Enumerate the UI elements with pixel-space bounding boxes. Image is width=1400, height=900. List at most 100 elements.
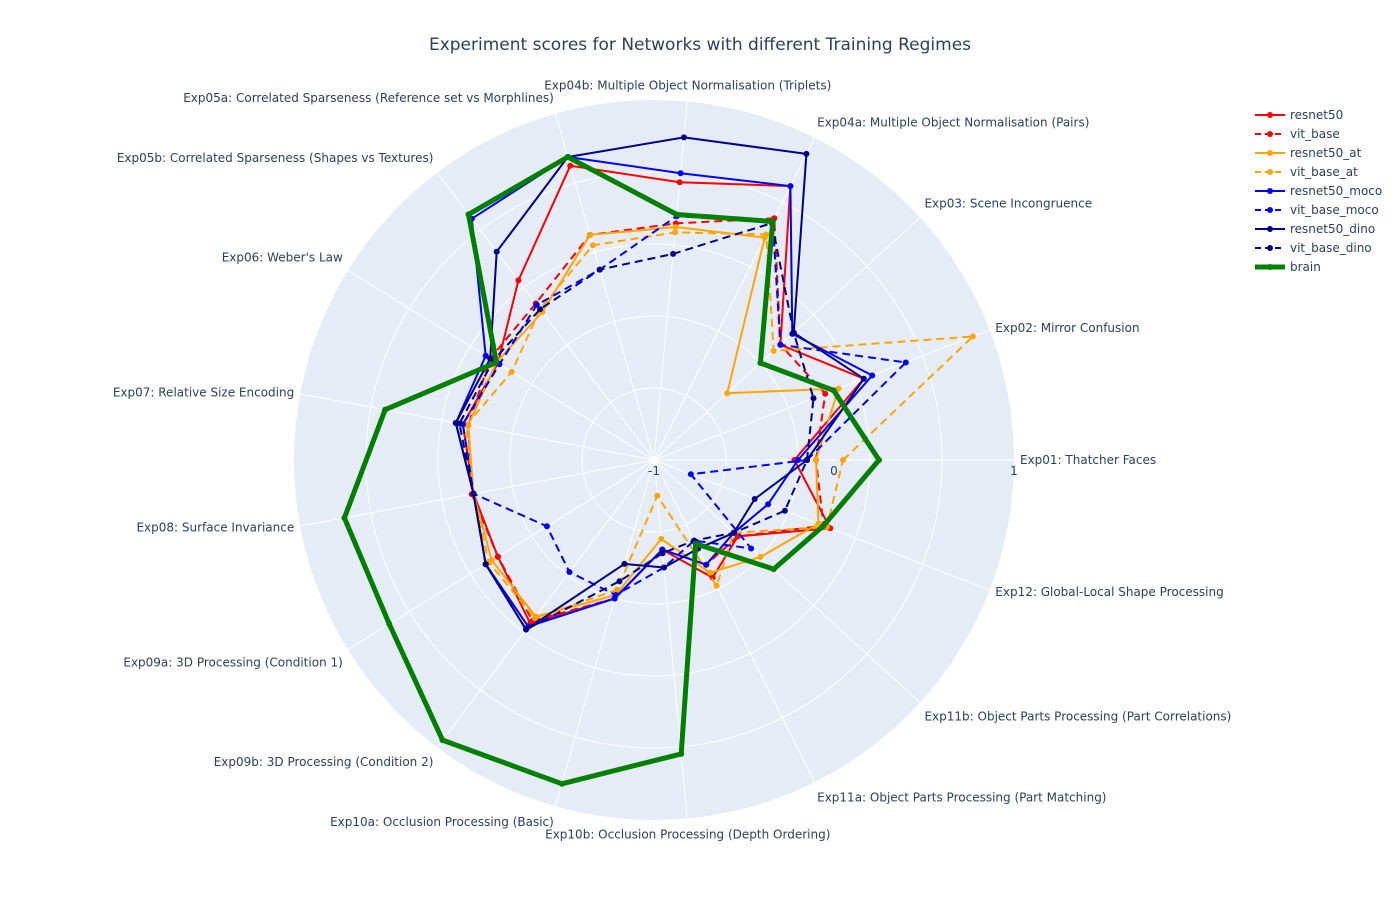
data-point[interactable] [677, 170, 684, 177]
data-point[interactable] [382, 406, 389, 413]
data-point[interactable] [969, 333, 976, 340]
data-point[interactable] [713, 582, 720, 589]
data-point[interactable] [456, 420, 463, 427]
legend-item-resnet50[interactable]: resnet50 [1255, 108, 1343, 122]
data-point[interactable] [803, 150, 810, 157]
data-point[interactable] [676, 179, 683, 186]
legend-item-vit_base_dino[interactable]: vit_base_dino [1255, 241, 1372, 255]
data-point[interactable] [820, 522, 827, 529]
data-point[interactable] [672, 229, 679, 236]
category-label: Exp12: Global-Local Shape Processing [995, 585, 1223, 599]
data-point[interactable] [777, 341, 784, 348]
data-point[interactable] [470, 490, 477, 497]
data-point[interactable] [822, 390, 829, 397]
data-point[interactable] [523, 626, 529, 633]
data-point[interactable] [673, 211, 680, 218]
legend-item-resnet50_dino[interactable]: resnet50_dino [1255, 222, 1375, 236]
data-point[interactable] [757, 554, 764, 560]
legend-item-vit_base[interactable]: vit_base [1255, 127, 1340, 141]
legend-item-vit_base_at[interactable]: vit_base_at [1255, 165, 1358, 179]
data-point[interactable] [770, 347, 777, 354]
category-label: Exp01: Thatcher Faces [1020, 453, 1156, 467]
data-point[interactable] [596, 266, 603, 273]
data-point[interactable] [508, 368, 515, 375]
radial-tick-label: 0 [830, 464, 838, 478]
data-point[interactable] [465, 211, 472, 218]
legend-marker [1267, 131, 1273, 137]
data-point[interactable] [341, 514, 348, 521]
data-point[interactable] [654, 492, 661, 499]
data-point[interactable] [493, 359, 500, 366]
data-point[interactable] [658, 535, 665, 542]
data-point[interactable] [835, 385, 842, 392]
grid-spoke-9 [300, 393, 655, 461]
data-point[interactable] [707, 569, 714, 576]
data-point[interactable] [769, 218, 776, 225]
data-point[interactable] [810, 395, 817, 402]
data-point[interactable] [614, 586, 621, 593]
data-point[interactable] [815, 520, 822, 527]
data-point[interactable] [730, 529, 737, 536]
data-point[interactable] [482, 352, 489, 359]
data-point[interactable] [860, 375, 867, 382]
data-point[interactable] [612, 592, 619, 598]
grid-spoke-4 [653, 137, 815, 461]
data-point[interactable] [781, 507, 788, 514]
data-point[interactable] [566, 569, 573, 575]
data-point[interactable] [703, 561, 710, 568]
data-point[interactable] [869, 372, 876, 379]
data-point[interactable] [790, 329, 797, 336]
series-vit_base_dino [456, 220, 817, 633]
data-point[interactable] [770, 566, 777, 573]
data-point[interactable] [493, 248, 500, 255]
data-point[interactable] [621, 560, 628, 567]
data-point[interactable] [724, 390, 731, 397]
data-point[interactable] [687, 471, 694, 478]
data-point[interactable] [876, 457, 882, 463]
data-point[interactable] [589, 242, 596, 249]
data-point[interactable] [804, 457, 810, 463]
legend[interactable]: resnet50 vit_base resnet50_at vit_base_atre… [1255, 108, 1382, 274]
series-layer [341, 134, 976, 787]
data-point[interactable] [787, 183, 794, 190]
data-point[interactable] [515, 277, 522, 284]
data-point[interactable] [439, 737, 446, 744]
data-point[interactable] [763, 231, 770, 238]
legend-marker [1267, 264, 1273, 270]
data-point[interactable] [386, 620, 393, 627]
series-line-vit_base_moco [461, 215, 907, 596]
data-point[interactable] [564, 154, 571, 160]
data-point[interactable] [751, 496, 758, 502]
data-point[interactable] [567, 162, 574, 169]
data-point[interactable] [482, 561, 489, 568]
data-point[interactable] [558, 780, 565, 787]
data-point[interactable] [537, 306, 544, 313]
data-point[interactable] [659, 550, 666, 557]
data-point[interactable] [757, 360, 764, 366]
data-point[interactable] [670, 250, 677, 257]
legend-label: resnet50_dino [1290, 222, 1375, 236]
data-point[interactable] [748, 545, 755, 552]
data-point[interactable] [616, 578, 623, 585]
data-point[interactable] [672, 224, 679, 230]
data-point[interactable] [531, 615, 538, 621]
legend-item-resnet50_at[interactable]: resnet50_at [1255, 146, 1362, 160]
data-point[interactable] [661, 564, 667, 571]
data-point[interactable] [494, 553, 501, 560]
legend-item-vit_base_moco[interactable]: vit_base_moco [1255, 203, 1379, 217]
data-point[interactable] [813, 457, 819, 463]
data-point[interactable] [902, 359, 909, 366]
data-point[interactable] [765, 501, 772, 508]
data-point[interactable] [692, 540, 699, 547]
data-point[interactable] [533, 301, 540, 308]
legend-item-brain[interactable]: brain [1255, 260, 1321, 274]
data-point[interactable] [678, 750, 685, 757]
data-point[interactable] [587, 231, 593, 238]
legend-item-resnet50_moco[interactable]: resnet50_moco [1255, 184, 1382, 198]
data-point[interactable] [795, 457, 801, 463]
chart-title: Experiment scores for Networks with diff… [429, 35, 971, 55]
data-point[interactable] [840, 457, 846, 463]
data-point[interactable] [680, 134, 687, 141]
data-point[interactable] [543, 523, 550, 530]
data-point[interactable] [830, 387, 837, 394]
